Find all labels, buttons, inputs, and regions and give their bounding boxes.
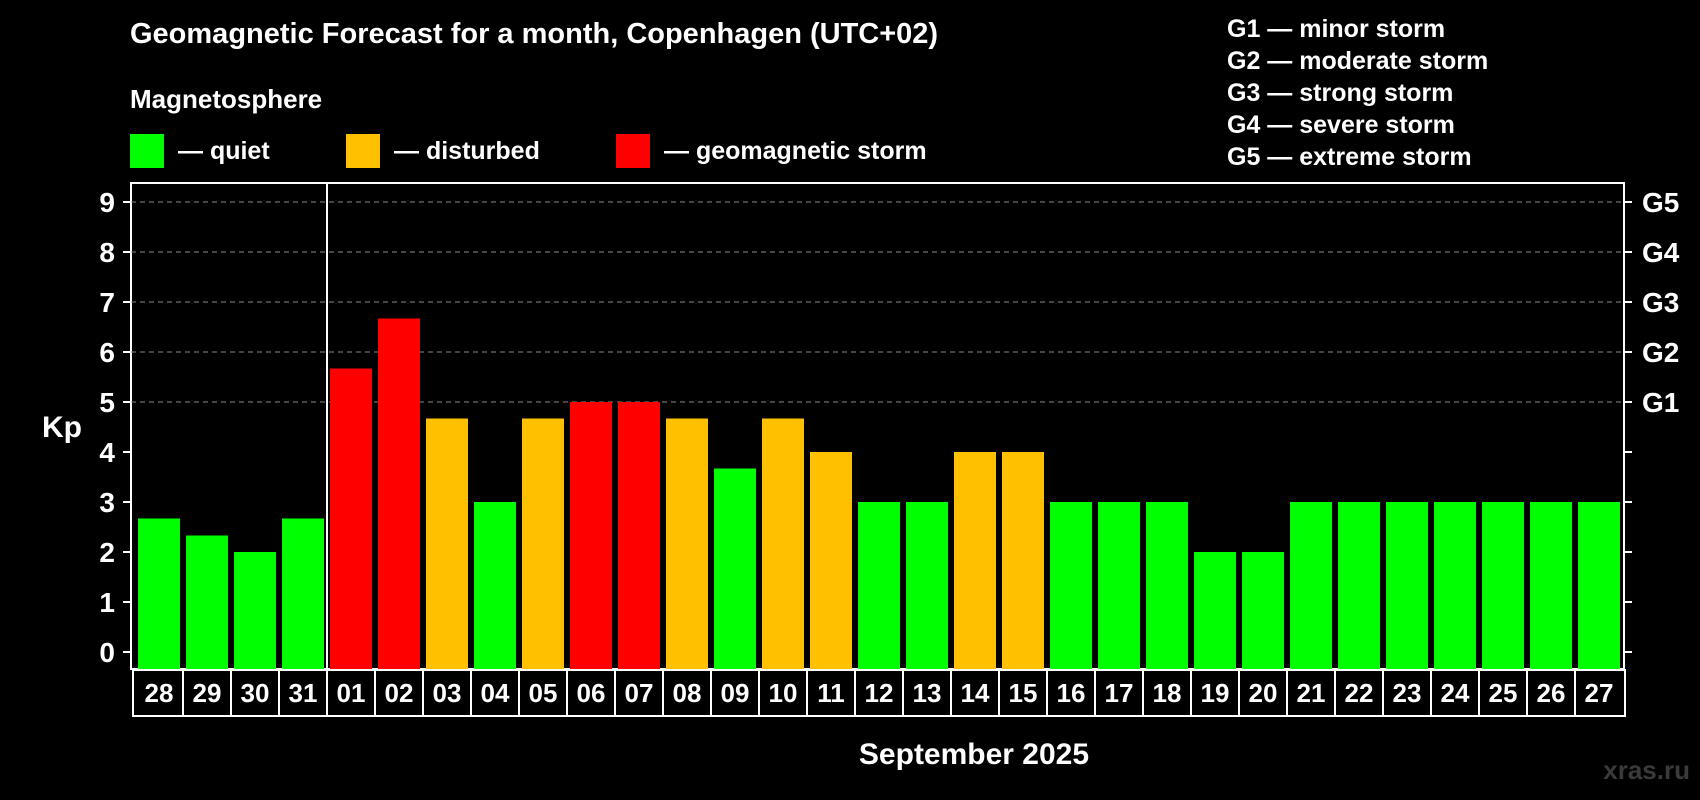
bar-01	[330, 368, 372, 669]
bar-29	[186, 535, 228, 669]
bar-19	[1194, 552, 1236, 669]
legend-quiet: — quiet	[130, 134, 270, 168]
bar-22	[1338, 502, 1380, 669]
x-tick-label-29: 29	[193, 678, 222, 708]
legend-swatch-disturbed	[346, 134, 380, 168]
legend-storm: — geomagnetic storm	[616, 134, 927, 168]
x-tick-label-21: 21	[1297, 678, 1326, 708]
y-tick-label-6: 6	[99, 337, 115, 368]
g-level-label-g4: G4	[1642, 237, 1680, 268]
bar-07	[618, 402, 660, 669]
g-level-label-g5: G5	[1642, 187, 1679, 218]
chart-title: Geomagnetic Forecast for a month, Copenh…	[130, 18, 939, 50]
bar-18	[1146, 502, 1188, 669]
x-tick-label-11: 11	[817, 678, 845, 708]
bar-28	[138, 518, 180, 669]
bar-08	[666, 418, 708, 669]
x-tick-label-03: 03	[433, 678, 462, 708]
y-tick-label-9: 9	[99, 187, 115, 218]
x-tick-label-07: 07	[625, 678, 654, 708]
legend-swatch-storm	[616, 134, 650, 168]
y-tick-label-7: 7	[99, 287, 115, 318]
x-tick-label-10: 10	[769, 678, 798, 708]
x-tick-label-19: 19	[1201, 678, 1230, 708]
x-tick-label-12: 12	[865, 678, 894, 708]
storm-scale-g4: G4 — severe storm	[1227, 111, 1455, 139]
bar-06	[570, 402, 612, 669]
x-tick-label-09: 09	[721, 678, 750, 708]
bar-05	[522, 418, 564, 669]
x-tick-label-15: 15	[1009, 678, 1038, 708]
x-tick-label-23: 23	[1393, 678, 1422, 708]
x-tick-label-28: 28	[145, 678, 174, 708]
bar-21	[1290, 502, 1332, 669]
g-level-label-g3: G3	[1642, 287, 1679, 318]
bar-11	[810, 452, 852, 669]
x-tick-label-08: 08	[673, 678, 702, 708]
y-axis-title: Kp	[42, 411, 82, 444]
bar-09	[714, 468, 756, 669]
bar-16	[1050, 502, 1092, 669]
legend-swatch-quiet	[130, 134, 164, 168]
x-tick-label-31: 31	[289, 678, 318, 708]
bar-10	[762, 418, 804, 669]
y-tick-label-4: 4	[99, 437, 115, 468]
legend-label-disturbed: — disturbed	[394, 136, 540, 165]
bar-31	[282, 518, 324, 669]
x-tick-label-26: 26	[1537, 678, 1566, 708]
x-tick-label-24: 24	[1441, 678, 1470, 708]
bar-04	[474, 502, 516, 669]
y-tick-label-0: 0	[99, 637, 115, 668]
bar-26	[1530, 502, 1572, 669]
y-tick-label-3: 3	[99, 487, 115, 518]
bar-15	[1002, 452, 1044, 669]
bar-12	[858, 502, 900, 669]
bar-30	[234, 552, 276, 669]
bar-17	[1098, 502, 1140, 669]
x-tick-label-20: 20	[1249, 678, 1278, 708]
legend-label-storm: — geomagnetic storm	[664, 136, 927, 165]
bar-14	[954, 452, 996, 669]
bar-03	[426, 418, 468, 669]
x-tick-label-17: 17	[1105, 678, 1134, 708]
g-level-label-g2: G2	[1642, 337, 1679, 368]
x-tick-label-02: 02	[385, 678, 414, 708]
legend-disturbed: — disturbed	[346, 134, 540, 168]
x-axis-title: September 2025	[859, 738, 1089, 771]
bar-27	[1578, 502, 1620, 669]
bar-13	[906, 502, 948, 669]
legend-label-quiet: — quiet	[178, 136, 270, 165]
bar-02	[378, 318, 420, 669]
x-tick-label-01: 01	[337, 678, 366, 708]
watermark: xras.ru	[1603, 755, 1690, 785]
x-tick-label-06: 06	[577, 678, 606, 708]
x-tick-label-25: 25	[1489, 678, 1518, 708]
bar-23	[1386, 502, 1428, 669]
x-label-row	[132, 669, 1626, 717]
g-level-label-g1: G1	[1642, 387, 1679, 418]
x-tick-label-18: 18	[1153, 678, 1182, 708]
storm-scale-legend: G1 — minor storm G2 — moderate storm G3 …	[1227, 13, 1488, 173]
y-tick-label-2: 2	[99, 537, 115, 568]
y-tick-label-8: 8	[99, 237, 115, 268]
y-tick-label-1: 1	[99, 587, 115, 618]
x-tick-label-13: 13	[913, 678, 942, 708]
y-tick-label-5: 5	[99, 387, 115, 418]
x-tick-label-27: 27	[1585, 678, 1614, 708]
x-tick-label-05: 05	[529, 678, 558, 708]
bar-24	[1434, 502, 1476, 669]
legend-heading: Magnetosphere	[130, 84, 323, 114]
storm-scale-g3: G3 — strong storm	[1227, 79, 1454, 107]
x-tick-label-30: 30	[241, 678, 270, 708]
bar-25	[1482, 502, 1524, 669]
x-tick-label-04: 04	[481, 678, 510, 708]
storm-scale-g2: G2 — moderate storm	[1227, 47, 1489, 75]
storm-scale-g5: G5 — extreme storm	[1227, 143, 1472, 171]
x-tick-label-14: 14	[961, 678, 990, 708]
storm-scale-g1: G1 — minor storm	[1227, 15, 1446, 43]
x-tick-label-16: 16	[1057, 678, 1086, 708]
bar-20	[1242, 552, 1284, 669]
x-tick-label-22: 22	[1345, 678, 1374, 708]
